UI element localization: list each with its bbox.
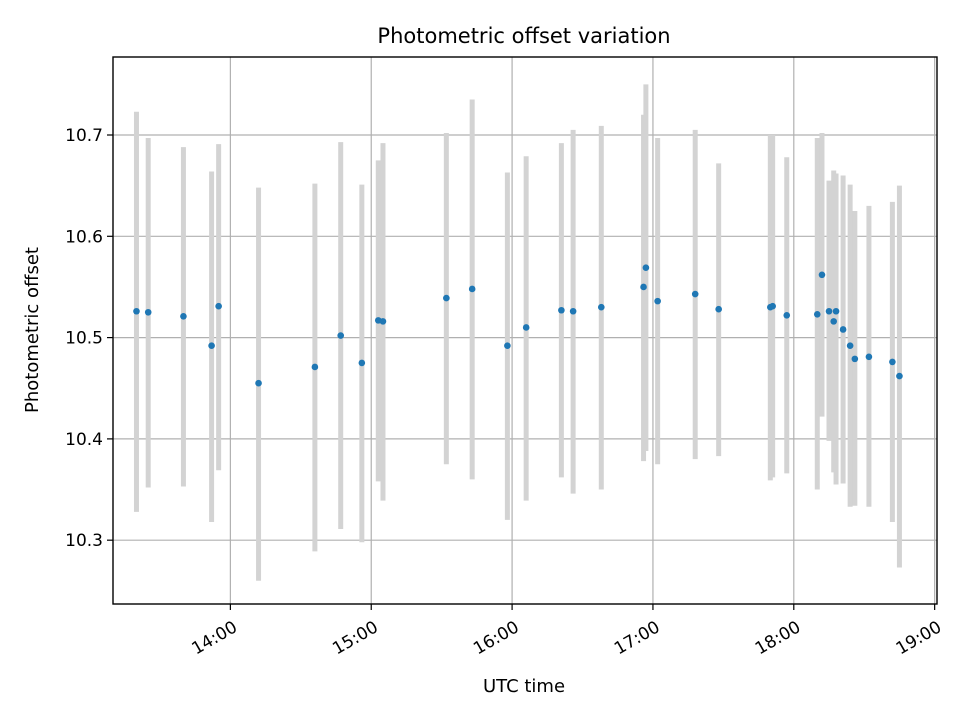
data-point	[839, 326, 847, 333]
data-point	[255, 379, 262, 387]
data-point	[144, 308, 152, 316]
y-tick-label: 10.3	[65, 531, 103, 551]
x-tick-label: 18:00	[752, 617, 804, 659]
data-point	[813, 310, 821, 318]
y-tick-label: 10.7	[65, 126, 103, 146]
data-point	[851, 355, 859, 363]
y-axis: 10.3 10.4 10.5 10.6 10.7	[65, 126, 113, 551]
data-point	[358, 359, 366, 367]
data-point	[597, 303, 605, 311]
x-axis: 14:00 15:00 16:00 17:00 18:00 19:00	[188, 604, 945, 659]
x-tick-label: 17:00	[611, 617, 663, 659]
errorbars	[133, 84, 902, 581]
data-point	[468, 285, 476, 293]
x-tick-label: 14:00	[188, 617, 240, 659]
data-point	[640, 283, 647, 291]
data-point	[311, 363, 319, 371]
data-point	[133, 307, 140, 315]
data-point	[642, 264, 650, 271]
y-axis-label: Photometric offset	[22, 247, 43, 413]
data-point	[896, 372, 903, 380]
data-point	[337, 332, 345, 339]
data-point	[715, 305, 722, 313]
data-point	[832, 307, 840, 315]
plot-frame	[112, 56, 938, 605]
data-point	[180, 313, 187, 320]
data-point	[569, 307, 577, 315]
data-point	[783, 312, 791, 319]
data-point	[846, 342, 854, 349]
data-point	[654, 297, 661, 305]
data-point	[522, 324, 530, 331]
data-point	[504, 342, 511, 349]
data-point	[558, 306, 565, 314]
data-point	[691, 290, 699, 298]
data-point	[865, 353, 873, 361]
chart-title: Photometric offset variation	[377, 24, 670, 48]
x-axis-label: UTC time	[483, 676, 565, 697]
data-point	[215, 302, 222, 310]
data-point	[443, 294, 450, 302]
data-point	[825, 307, 833, 315]
data-point	[830, 318, 838, 325]
y-tick-label: 10.4	[65, 430, 103, 450]
x-tick-label: 16:00	[470, 617, 522, 659]
data-point	[889, 358, 896, 366]
data-points	[133, 264, 903, 387]
x-tick-label: 15:00	[329, 617, 381, 659]
y-tick-label: 10.5	[65, 329, 103, 349]
data-point	[379, 318, 387, 325]
data-point	[818, 271, 826, 279]
data-point	[769, 302, 776, 310]
x-tick-label: 19:00	[893, 617, 945, 659]
y-tick-label: 10.6	[65, 227, 103, 247]
data-point	[208, 342, 215, 349]
